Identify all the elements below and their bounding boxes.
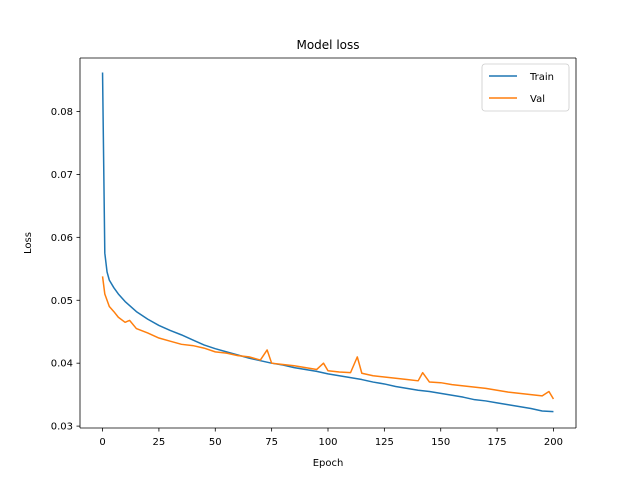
y-tick-label: 0.06 <box>51 233 73 244</box>
x-tick-label: 50 <box>209 437 222 448</box>
series-layer <box>101 72 555 413</box>
x-tick-label: 200 <box>544 437 563 448</box>
x-axis-ticks: 0 25 50 75 100 125 150 175 200 <box>99 428 563 448</box>
x-tick-label: 175 <box>488 437 507 448</box>
y-tick-label: 0.04 <box>51 359 73 370</box>
x-axis-label: Epoch <box>313 458 344 469</box>
legend-frame <box>481 63 570 112</box>
x-tick-label: 100 <box>318 437 337 448</box>
y-tick-label: 0.08 <box>51 107 73 118</box>
x-tick-label: 150 <box>431 437 450 448</box>
x-tick-label: 75 <box>265 437 278 448</box>
chart-title: Model loss <box>296 38 359 52</box>
x-tick-label: 25 <box>153 437 166 448</box>
y-tick-label: 0.03 <box>51 422 73 433</box>
y-tick-label: 0.07 <box>51 170 73 181</box>
plot-area <box>80 58 576 428</box>
series-line-val <box>101 276 555 400</box>
y-axis-label: Loss <box>23 232 34 254</box>
y-axis-ticks: 0.03 0.04 0.05 0.06 0.07 0.08 <box>51 107 80 433</box>
series-line-train <box>101 72 554 413</box>
x-tick-label: 0 <box>99 437 105 448</box>
y-tick-label: 0.05 <box>51 296 73 307</box>
legend-train-label: Train <box>529 72 554 83</box>
x-tick-label: 125 <box>375 437 394 448</box>
legend: Train Val <box>481 63 570 112</box>
legend-val-label: Val <box>530 94 545 105</box>
